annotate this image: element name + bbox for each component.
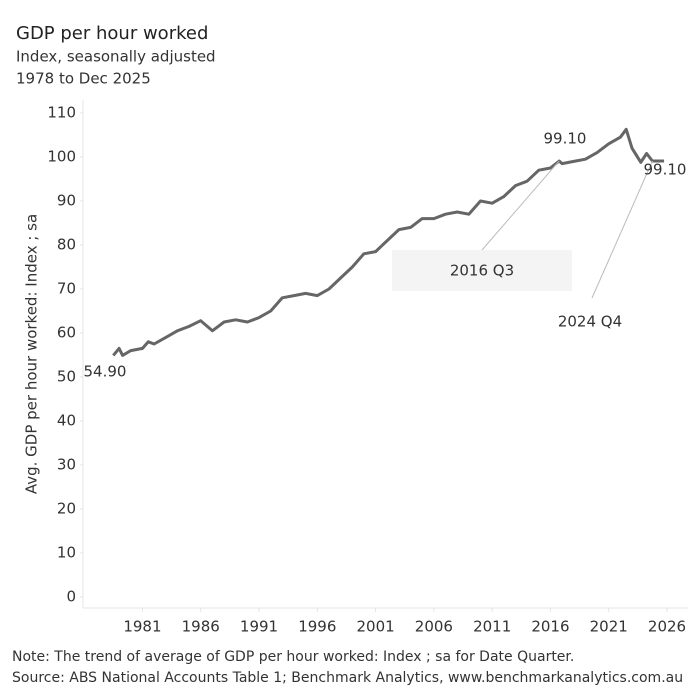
y-tick-label: 20 xyxy=(57,500,76,518)
y-tick-label: 40 xyxy=(57,412,76,430)
x-tick-label: 2021 xyxy=(590,618,628,636)
y-tick-label: 110 xyxy=(47,104,76,122)
x-tick-label: 1996 xyxy=(298,618,336,636)
annotation-value: 99.10 xyxy=(544,130,587,148)
y-tick-label: 90 xyxy=(57,192,76,210)
x-tick-label: 2026 xyxy=(648,618,686,636)
footnote: Note: The trend of average of GDP per ho… xyxy=(12,649,574,665)
annotation-box xyxy=(392,250,572,291)
subtitle: 1978 to Dec 2025 xyxy=(16,70,151,88)
annotation-value: 54.90 xyxy=(84,363,127,381)
annotation-label: 2016 Q3 xyxy=(450,262,514,280)
y-axis-label: Avg. GDP per hour worked: Index ; sa xyxy=(23,214,41,494)
x-tick-label: 1986 xyxy=(182,618,220,636)
footnote: Source: ABS National Accounts Table 1; B… xyxy=(12,670,683,686)
x-tick-label: 2006 xyxy=(415,618,453,636)
x-tick-label: 2001 xyxy=(356,618,394,636)
x-tick-label: 1991 xyxy=(240,618,278,636)
y-tick-label: 60 xyxy=(57,324,76,342)
x-tick-label: 2011 xyxy=(473,618,511,636)
data-line xyxy=(112,127,665,357)
x-tick-label: 1981 xyxy=(123,618,161,636)
chart-title: GDP per hour worked xyxy=(16,23,208,44)
x-tick-label: 2016 xyxy=(531,618,569,636)
annotation-value: 99.10 xyxy=(644,161,687,179)
y-tick-label: 80 xyxy=(57,236,76,254)
annotation-leader xyxy=(591,160,653,299)
y-tick-label: 70 xyxy=(57,280,76,298)
annotation-leader xyxy=(481,160,560,251)
y-tick-label: 100 xyxy=(47,148,76,166)
y-tick-label: 30 xyxy=(57,456,76,474)
subtitle: Index, seasonally adjusted xyxy=(16,48,216,66)
y-tick-label: 0 xyxy=(66,588,76,606)
y-tick-label: 50 xyxy=(57,368,76,386)
y-tick-label: 10 xyxy=(57,544,76,562)
annotation-label: 2024 Q4 xyxy=(558,313,622,331)
